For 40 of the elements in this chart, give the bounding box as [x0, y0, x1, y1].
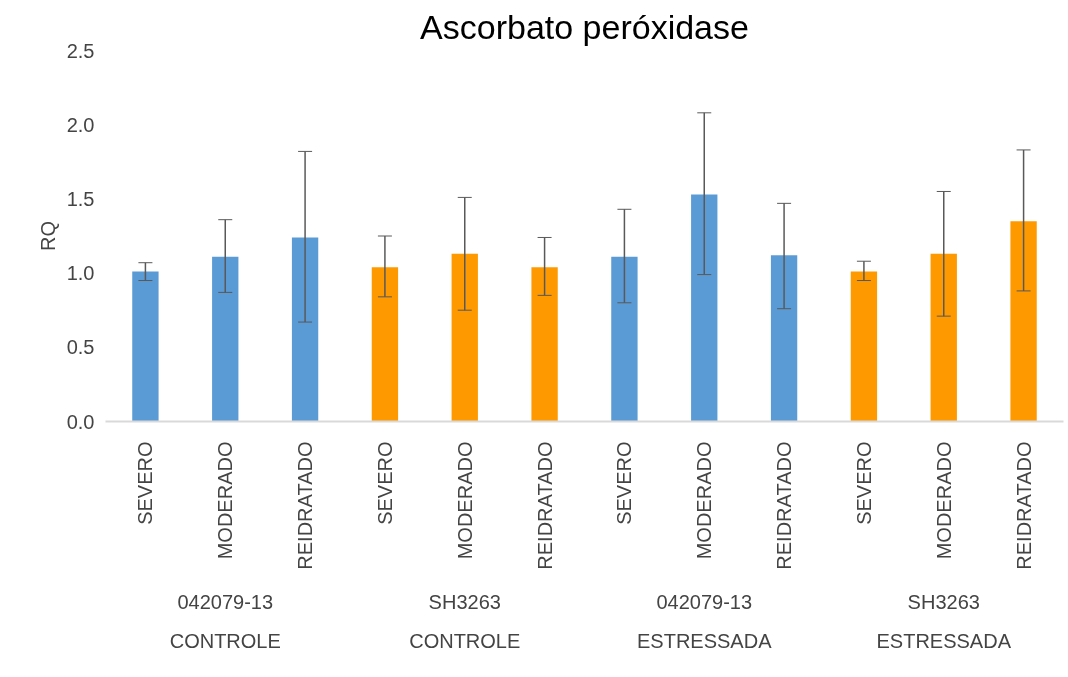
- text: 042079-13: [177, 590, 274, 613]
- bar: [531, 267, 558, 422]
- x-tick-label: MODERADO: [453, 441, 476, 560]
- bar: [611, 256, 638, 422]
- bar: [451, 253, 478, 422]
- y-tick-label: 2.0: [66, 113, 95, 136]
- x-tick-label: REIDRATADO: [294, 441, 317, 570]
- bar: [371, 267, 399, 422]
- text: SH3263: [907, 590, 980, 613]
- text: ESTRESSADA: [637, 629, 773, 652]
- text: ESTRESSADA: [876, 629, 1012, 652]
- bar: [691, 194, 718, 422]
- y-tick-label: 0.0: [66, 410, 95, 433]
- bar: [291, 237, 319, 422]
- text: CONTROLE: [409, 629, 521, 652]
- y-axis-title: RQ: [36, 221, 59, 251]
- bar: [212, 256, 239, 422]
- y-tick-label: 1.5: [66, 187, 95, 210]
- x-tick-label: REIDRATADO: [1012, 441, 1035, 570]
- bar: [850, 271, 878, 422]
- bar: [1010, 221, 1037, 422]
- bar: [770, 255, 798, 422]
- text: 042079-13: [656, 590, 753, 613]
- x-tick-label: REIDRATADO: [533, 441, 556, 570]
- bar: [132, 271, 159, 422]
- x-tick-label: MODERADO: [932, 441, 955, 560]
- y-tick-label: 2.5: [66, 39, 95, 62]
- x-tick-label: REIDRATADO: [773, 441, 796, 570]
- y-tick-label: 0.5: [66, 336, 95, 359]
- bar: [930, 253, 957, 422]
- x-tick-label: SEVERO: [613, 441, 636, 525]
- text: CONTROLE: [169, 629, 281, 652]
- x-tick-label: SEVERO: [134, 441, 157, 525]
- x-tick-label: MODERADO: [214, 441, 237, 560]
- x-tick-label: MODERADO: [693, 441, 716, 560]
- chart-title: Ascorbato peróxidase: [420, 7, 749, 46]
- y-tick-label: 1.0: [66, 262, 95, 285]
- text: SH3263: [428, 590, 501, 613]
- x-tick-label: SEVERO: [852, 441, 875, 525]
- x-tick-label: SEVERO: [373, 441, 396, 525]
